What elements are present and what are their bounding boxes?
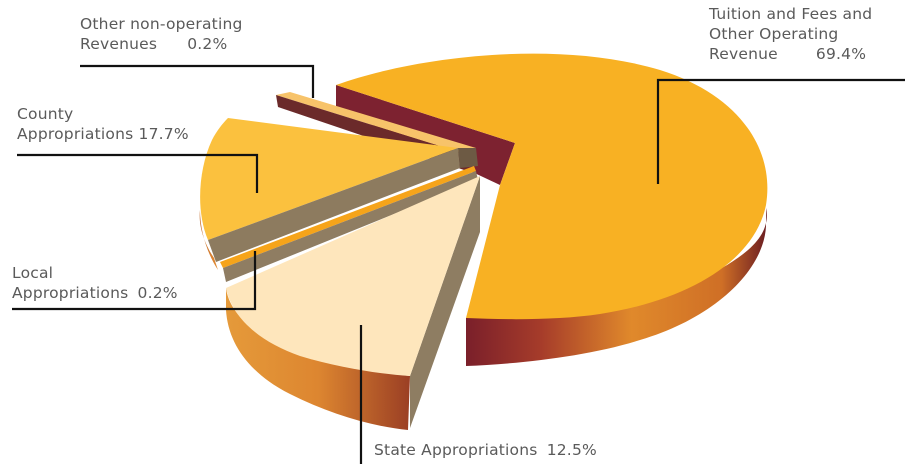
slice-tuition-side	[466, 208, 767, 366]
slice-state	[226, 176, 480, 430]
label-local-line1: Local	[12, 264, 54, 282]
slice-state-top	[226, 176, 480, 376]
label-local: Local Appropriations 0.2%	[12, 263, 178, 303]
slice-local	[220, 166, 478, 282]
label-county-value: 17.7%	[138, 125, 189, 143]
label-other-line2: Revenues	[80, 35, 158, 53]
slice-state-cut-face	[410, 176, 480, 428]
leader-line-other	[80, 64, 315, 98]
leader-lines	[12, 64, 905, 464]
label-tuition-line1: Tuition and Fees and	[709, 5, 873, 23]
label-local-value: 0.2%	[137, 284, 178, 302]
slice-county-top	[200, 118, 458, 240]
slice-tuition-top	[336, 53, 768, 320]
slice-county-cut-face	[208, 148, 460, 262]
label-other-value: 0.2%	[187, 35, 228, 53]
label-county-line1: County	[17, 105, 74, 123]
label-other-line1: Other non-operating	[80, 15, 243, 33]
label-tuition: Tuition and Fees and Other Operating Rev…	[709, 4, 872, 64]
slice-local-side	[223, 171, 478, 282]
label-local-line2: Appropriations	[12, 284, 129, 302]
label-tuition-line2: Other Operating	[709, 25, 839, 43]
slice-county	[199, 118, 478, 270]
label-other-nonoperating: Other non-operating Revenues 0.2%	[80, 14, 243, 54]
slice-other-nonoperating-top	[276, 92, 476, 153]
label-state-value: 12.5%	[546, 441, 597, 459]
label-tuition-value: 69.4%	[815, 45, 867, 63]
leader-line-county	[17, 153, 259, 193]
leader-line-tuition	[656, 78, 905, 184]
label-state: State Appropriations 12.5%	[374, 440, 597, 460]
slice-county-end	[458, 148, 478, 168]
label-tuition-line3: Revenue	[709, 45, 778, 63]
label-state-line1: State Appropriations	[374, 441, 538, 459]
leader-line-local	[12, 251, 257, 311]
slice-local-top	[220, 166, 476, 268]
label-county-line2: Appropriations	[17, 125, 134, 143]
label-county: County Appropriations 17.7%	[17, 104, 189, 144]
